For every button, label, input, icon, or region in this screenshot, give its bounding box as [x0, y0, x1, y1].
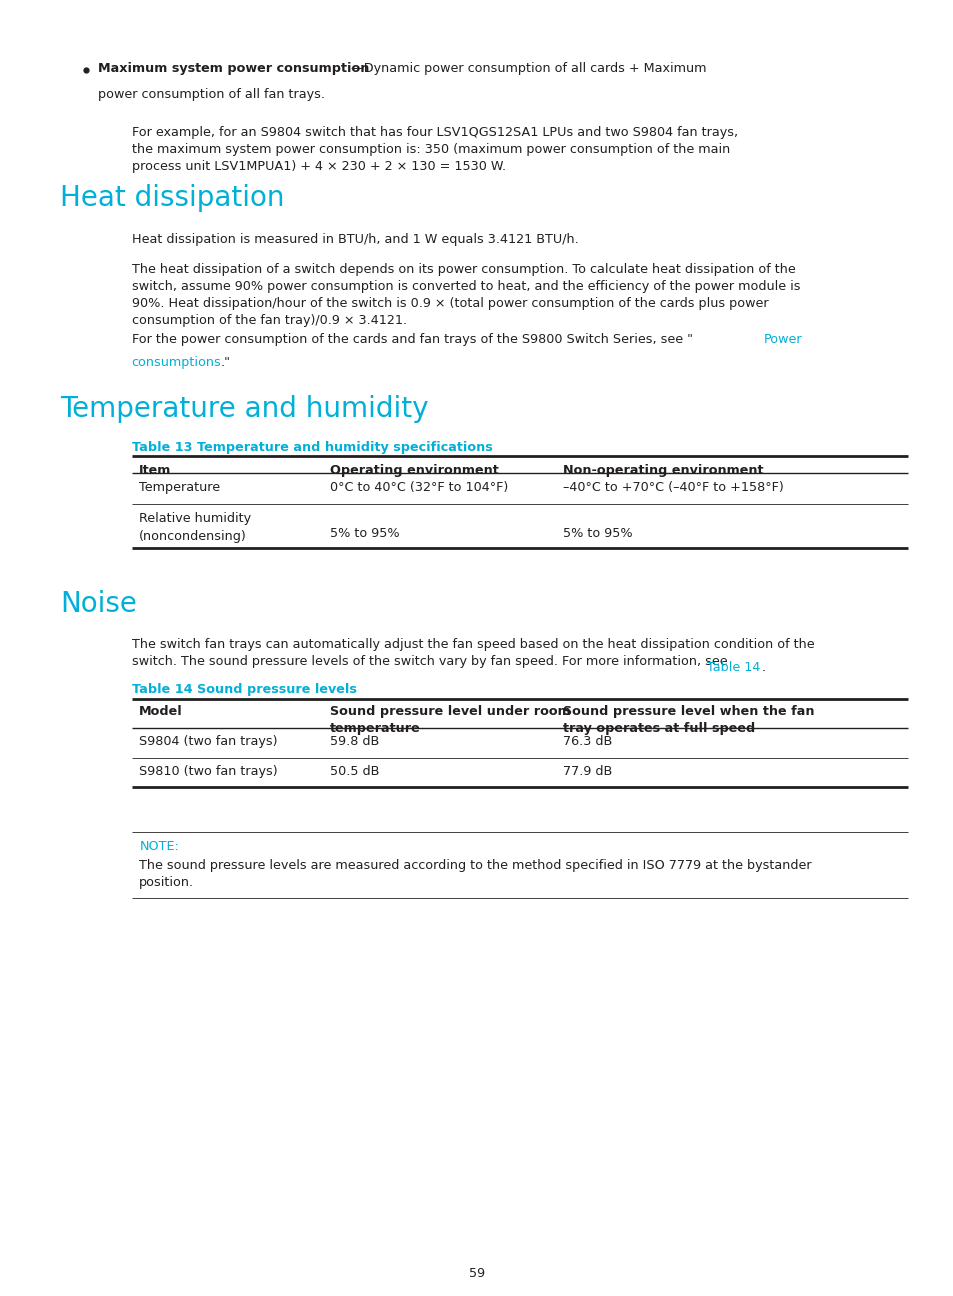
- Text: Sound pressure level under room
temperature: Sound pressure level under room temperat…: [330, 705, 570, 735]
- Text: 0°C to 40°C (32°F to 104°F): 0°C to 40°C (32°F to 104°F): [330, 481, 508, 494]
- Text: Relative humidity
(noncondensing): Relative humidity (noncondensing): [139, 512, 252, 543]
- Text: 59.8 dB: 59.8 dB: [330, 735, 379, 748]
- Text: S9810 (two fan trays): S9810 (two fan trays): [139, 765, 277, 778]
- Text: Item: Item: [139, 464, 172, 477]
- Text: For example, for an S9804 switch that has four LSV1QGS12SA1 LPUs and two S9804 f: For example, for an S9804 switch that ha…: [132, 126, 737, 172]
- Text: 76.3 dB: 76.3 dB: [562, 735, 612, 748]
- Text: Model: Model: [139, 705, 183, 718]
- Text: 5% to 95%: 5% to 95%: [330, 527, 399, 540]
- Text: 77.9 dB: 77.9 dB: [562, 765, 612, 778]
- Text: Heat dissipation is measured in BTU/h, and 1 W equals 3.4121 BTU/h.: Heat dissipation is measured in BTU/h, a…: [132, 233, 578, 246]
- Text: Heat dissipation: Heat dissipation: [60, 184, 284, 213]
- Text: —Dynamic power consumption of all cards + Maximum: —Dynamic power consumption of all cards …: [351, 62, 706, 75]
- Text: Sound pressure level when the fan
tray operates at full speed: Sound pressure level when the fan tray o…: [562, 705, 814, 735]
- Text: The sound pressure levels are measured according to the method specified in ISO : The sound pressure levels are measured a…: [139, 859, 811, 889]
- Text: The switch fan trays can automatically adjust the fan speed based on the heat di: The switch fan trays can automatically a…: [132, 638, 814, 667]
- Text: 5% to 95%: 5% to 95%: [562, 527, 632, 540]
- Text: –40°C to +70°C (–40°F to +158°F): –40°C to +70°C (–40°F to +158°F): [562, 481, 782, 494]
- Text: The heat dissipation of a switch depends on its power consumption. To calculate : The heat dissipation of a switch depends…: [132, 263, 800, 327]
- Text: Temperature and humidity: Temperature and humidity: [60, 395, 428, 424]
- Text: For the power consumption of the cards and fan trays of the S9800 Switch Series,: For the power consumption of the cards a…: [132, 333, 692, 346]
- Text: 50.5 dB: 50.5 dB: [330, 765, 379, 778]
- Text: Power: Power: [763, 333, 801, 346]
- Text: NOTE:: NOTE:: [139, 840, 179, 853]
- Text: Noise: Noise: [60, 590, 137, 618]
- Text: Operating environment: Operating environment: [330, 464, 498, 477]
- Text: .": .": [220, 356, 230, 369]
- Text: power consumption of all fan trays.: power consumption of all fan trays.: [98, 88, 325, 101]
- Text: Table 13 Temperature and humidity specifications: Table 13 Temperature and humidity specif…: [132, 441, 492, 454]
- Text: Temperature: Temperature: [139, 481, 220, 494]
- Text: S9804 (two fan trays): S9804 (two fan trays): [139, 735, 277, 748]
- Text: Non-operating environment: Non-operating environment: [562, 464, 762, 477]
- Text: Table 14 Sound pressure levels: Table 14 Sound pressure levels: [132, 683, 356, 696]
- Text: Table 14: Table 14: [706, 661, 760, 674]
- Text: .: .: [760, 661, 764, 674]
- Text: Maximum system power consumption: Maximum system power consumption: [98, 62, 369, 75]
- Text: 59: 59: [469, 1267, 484, 1280]
- Text: consumptions: consumptions: [132, 356, 221, 369]
